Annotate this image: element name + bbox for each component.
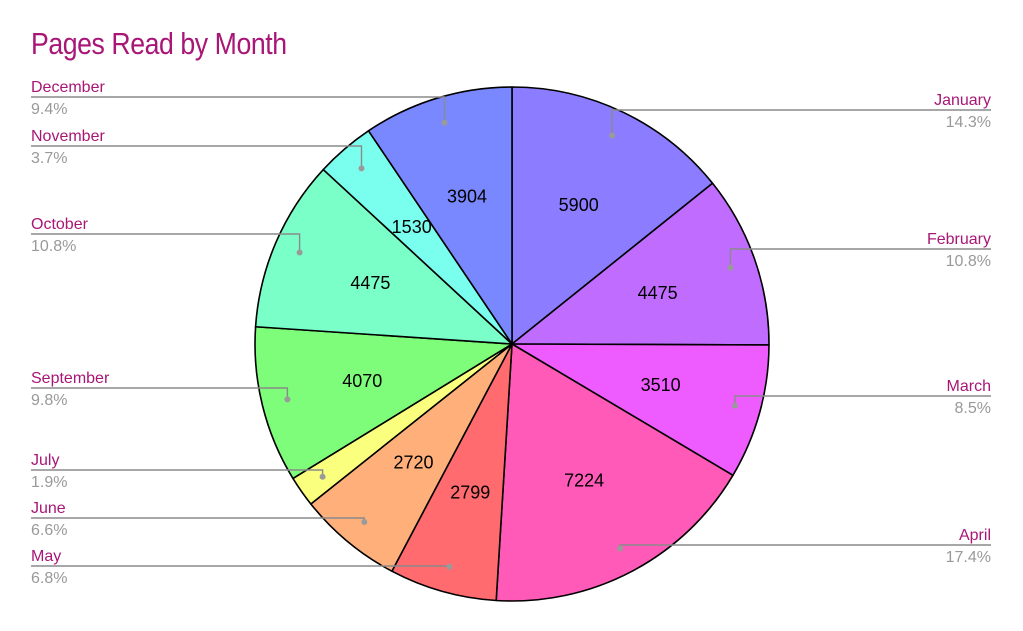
- pie-slices: [254, 86, 770, 602]
- leader-line-july: [31, 469, 324, 477]
- percent-label-november: 3.7%: [31, 150, 67, 167]
- leader-line-september: [31, 387, 289, 400]
- month-label-september: September: [31, 370, 110, 387]
- value-label-november: 1530: [392, 217, 432, 237]
- leader-dot-september: [284, 396, 291, 403]
- month-label-april: April: [959, 527, 991, 544]
- percent-label-february: 10.8%: [946, 253, 991, 270]
- leader-line-november: [31, 145, 363, 169]
- pie-slice-january: [511, 86, 714, 345]
- leader-line-april: [619, 544, 991, 549]
- month-label-may: May: [31, 548, 61, 565]
- leader-line-january: [611, 109, 991, 136]
- value-label-april: 7224: [564, 470, 604, 490]
- value-label-may: 2799: [450, 482, 490, 502]
- leader-line-may: [31, 565, 451, 567]
- leader-dot-december: [441, 119, 448, 126]
- month-label-december: December: [31, 79, 105, 96]
- value-label-june: 2720: [393, 453, 433, 473]
- value-label-october: 4475: [350, 273, 390, 293]
- month-label-march: March: [947, 378, 991, 395]
- percent-label-may: 6.8%: [31, 570, 67, 587]
- percent-label-september: 9.8%: [31, 392, 67, 409]
- leader-dot-october: [296, 249, 303, 256]
- month-label-november: November: [31, 128, 105, 145]
- leader-dot-july: [319, 473, 326, 480]
- pie-slice-may: [391, 343, 513, 602]
- value-label-january: 5900: [559, 195, 599, 215]
- leader-dot-june: [361, 519, 368, 525]
- value-label-february: 4475: [638, 283, 678, 303]
- leader-line-december: [31, 96, 446, 123]
- leader-dot-april: [617, 545, 624, 552]
- percent-label-june: 6.6%: [31, 522, 67, 539]
- pie-slice-october: [254, 168, 513, 345]
- pie-labels: 5900 January 14.3% 4475 February 10.8% 3510 Mar…: [31, 79, 991, 587]
- pie-slice-february: [511, 182, 770, 346]
- percent-label-march: 8.5%: [955, 400, 991, 417]
- leader-line-october: [31, 233, 301, 253]
- leader-line-february: [729, 248, 991, 268]
- month-label-october: October: [31, 216, 89, 233]
- chart-title: Pages Read by Month: [31, 26, 287, 61]
- percent-label-october: 10.8%: [31, 238, 76, 255]
- pie-slice-december: [367, 86, 513, 345]
- value-label-march: 3510: [641, 375, 681, 395]
- pie-slice-march: [511, 343, 770, 477]
- leader-line-june: [31, 517, 365, 522]
- pie-slice-september: [254, 325, 513, 480]
- leader-dot-february: [727, 264, 734, 271]
- leader-dot-march: [731, 402, 738, 409]
- value-label-december: 3904: [447, 187, 487, 207]
- leader-dot-november: [358, 165, 365, 172]
- month-label-july: July: [31, 452, 59, 469]
- month-label-january: January: [934, 92, 991, 109]
- pie-slice-april: [495, 343, 734, 602]
- leader-dot-january: [609, 132, 616, 139]
- value-label-september: 4070: [342, 371, 382, 391]
- leader-dot-may: [446, 563, 453, 570]
- percent-label-april: 17.4%: [946, 549, 991, 566]
- month-label-february: February: [927, 231, 991, 248]
- month-label-june: June: [31, 500, 66, 517]
- leader-line-march: [734, 395, 991, 406]
- percent-label-december: 9.4%: [31, 101, 67, 118]
- percent-label-july: 1.9%: [31, 474, 67, 491]
- percent-label-january: 14.3%: [946, 114, 991, 131]
